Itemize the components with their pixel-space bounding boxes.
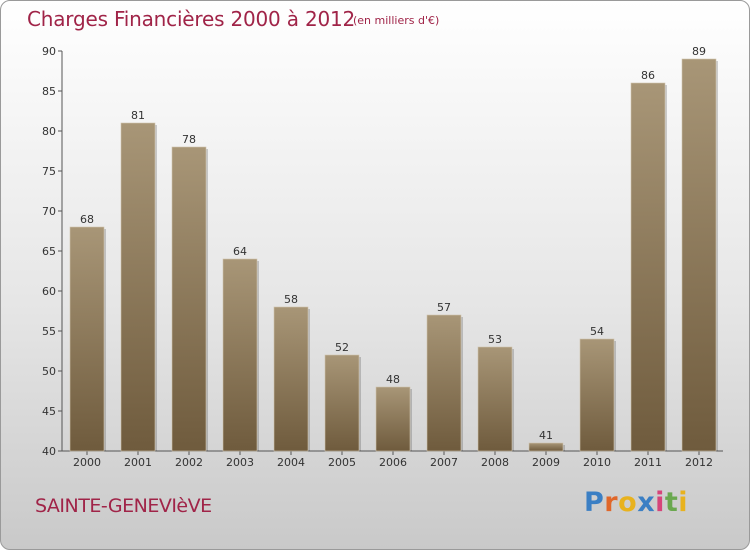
data-label: 57 xyxy=(437,301,451,314)
x-tick-label: 2004 xyxy=(277,456,305,469)
x-tick-label: 2005 xyxy=(328,456,356,469)
logo-letter: i xyxy=(655,487,665,518)
y-tick-label: 65 xyxy=(42,245,56,258)
logo-letter: x xyxy=(637,487,656,518)
y-axis: 40 45 50 55 60 65 70 75 80 85 90 xyxy=(42,45,63,458)
y-tick-label: 70 xyxy=(42,205,56,218)
y-tick-label: 90 xyxy=(42,45,56,58)
data-label: 81 xyxy=(131,109,145,122)
bar xyxy=(120,122,156,452)
bar xyxy=(222,258,258,452)
x-tick-label: 2001 xyxy=(124,456,152,469)
y-tick-label: 55 xyxy=(42,325,56,338)
bar xyxy=(579,338,615,452)
bar xyxy=(477,346,513,452)
bar xyxy=(69,226,105,452)
logo-letter: o xyxy=(618,487,638,518)
bar xyxy=(426,314,462,452)
x-tick-label: 2002 xyxy=(175,456,203,469)
y-tick-label: 80 xyxy=(42,125,56,138)
data-label: 68 xyxy=(80,213,94,226)
y-tick-label: 60 xyxy=(42,285,56,298)
data-label: 86 xyxy=(641,69,655,82)
bar xyxy=(630,82,666,452)
x-tick-label: 2007 xyxy=(430,456,458,469)
y-tick-label: 85 xyxy=(42,85,56,98)
x-tick-label: 2006 xyxy=(379,456,407,469)
x-tick-label: 2008 xyxy=(481,456,509,469)
y-tick-label: 45 xyxy=(42,405,56,418)
bar xyxy=(273,306,309,452)
bar xyxy=(681,58,717,452)
data-label: 53 xyxy=(488,333,502,346)
data-labels: 68 81 78 64 58 52 48 57 53 41 54 86 89 xyxy=(80,45,706,442)
logo-letter: r xyxy=(604,487,619,518)
bar xyxy=(324,354,360,452)
proxiti-logo: Proxiti xyxy=(584,487,688,518)
y-tick-label: 75 xyxy=(42,165,56,178)
chart-title: Charges Financières 2000 à 2012 xyxy=(27,7,356,31)
x-axis: 2000 2001 2002 2003 2004 2005 2006 2007 2008 2009… xyxy=(62,450,723,469)
data-label: 52 xyxy=(335,341,349,354)
bars xyxy=(69,58,718,452)
y-tick-label: 40 xyxy=(42,445,56,458)
data-label: 41 xyxy=(539,429,553,442)
logo-letter: i xyxy=(678,487,689,518)
chart-subtitle: (en milliers d'€) xyxy=(353,14,440,27)
city-name: SAINTE-GENEVIèVE xyxy=(35,495,212,517)
data-label: 58 xyxy=(284,293,298,306)
bar xyxy=(375,386,411,452)
logo-letter: t xyxy=(664,487,679,518)
data-label: 64 xyxy=(233,245,247,258)
data-label: 48 xyxy=(386,373,400,386)
data-label: 54 xyxy=(590,325,604,338)
bar xyxy=(528,442,564,452)
x-tick-label: 2009 xyxy=(532,456,560,469)
x-tick-label: 2011 xyxy=(634,456,662,469)
y-tick-label: 50 xyxy=(42,365,56,378)
x-tick-label: 2003 xyxy=(226,456,254,469)
logo-letter: P xyxy=(584,487,605,518)
x-tick-label: 2000 xyxy=(73,456,101,469)
x-tick-label: 2012 xyxy=(685,456,713,469)
data-label: 89 xyxy=(692,45,706,58)
x-tick-label: 2010 xyxy=(583,456,611,469)
bar xyxy=(171,146,207,452)
data-label: 78 xyxy=(182,133,196,146)
